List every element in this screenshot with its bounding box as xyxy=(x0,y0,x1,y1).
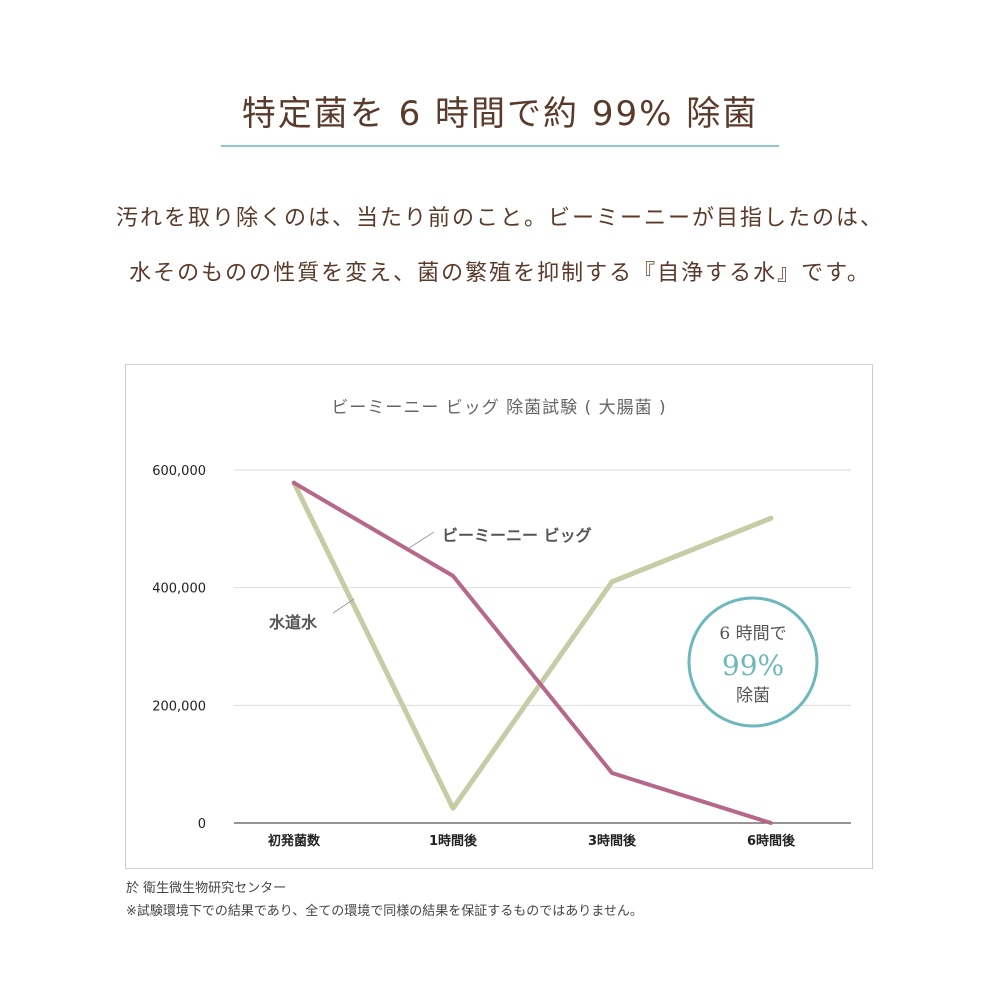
headline-underline xyxy=(221,145,779,147)
series-label-tap: 水道水 xyxy=(269,613,318,632)
chart-frame: ビーミーニー ビッグ 除菌試験 ( 大腸菌 ) 0 200,000 400,000 6… xyxy=(125,364,873,869)
y-tick-label: 400,000 xyxy=(152,582,206,597)
x-tick-label: 3時間後 xyxy=(588,833,637,849)
source-note: 於 衛生微生物研究センター xyxy=(126,881,287,896)
y-tick-label: 200,000 xyxy=(152,699,206,714)
callout-line-1: 6 時間で xyxy=(719,624,786,644)
callout-line-3: 除菌 xyxy=(736,686,770,706)
callout-badge: 6 時間で 99% 除菌 xyxy=(687,596,819,728)
y-tick-label: 0 xyxy=(198,817,206,832)
headline: 特定菌を 6 時間で約 99% 除菌 xyxy=(241,94,759,134)
y-tick-label: 600,000 xyxy=(152,464,206,479)
series-label-bmini: ビーミーニー ビッグ xyxy=(442,526,592,545)
line-chart: ビーミーニー ビッグ 除菌試験 ( 大腸菌 ) 0 200,000 400,000 6… xyxy=(152,398,851,849)
disclaimer-note: ※試験環境下での結果であり、全ての環境で同様の結果を保証するものではありません。 xyxy=(126,904,643,919)
series-line-bmini xyxy=(292,480,773,825)
bmini-leader-line xyxy=(408,531,435,549)
x-tick-label: 1時間後 xyxy=(429,833,478,849)
lead-text-line-1: 汚れを取り除くのは、当たり前のこと。ビーミーニーが目指したのは、 xyxy=(115,206,884,231)
callout-circle xyxy=(687,596,819,728)
x-tick-label: 6時間後 xyxy=(747,833,796,849)
series-line-tap xyxy=(291,480,774,811)
lead-text-line-2: 水そのものの性質を変え、菌の繁殖を抑制する『自浄する水』です。 xyxy=(129,261,871,286)
x-tick-label: 初発菌数 xyxy=(268,833,321,849)
chart-title: ビーミーニー ビッグ 除菌試験 ( 大腸菌 ) xyxy=(331,398,666,418)
tap-leader-line xyxy=(332,598,355,614)
callout-line-2: 99% xyxy=(722,649,784,682)
